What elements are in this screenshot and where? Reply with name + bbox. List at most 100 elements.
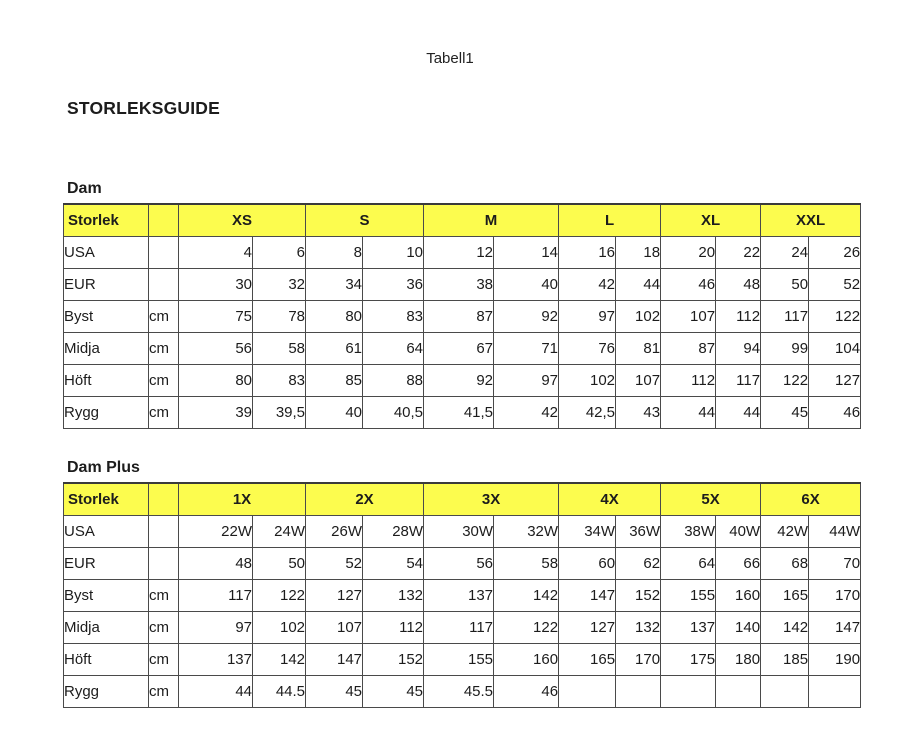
value-cell: 112	[660, 364, 717, 397]
content-area: Dam Storlek XS S M L XL XXL USA 4 6 8 10 12 14 16 18 20…	[63, 180, 862, 708]
value-cell: 52	[808, 268, 862, 301]
value-cell: 142	[760, 611, 810, 644]
value-cell: 170	[808, 579, 862, 612]
value-cell: 38W	[660, 515, 717, 548]
value-cell: 46	[660, 268, 717, 301]
value-cell: 122	[251, 579, 307, 612]
value-cell: 64	[362, 332, 425, 365]
value-cell: 18	[615, 236, 662, 269]
value-cell: 190	[808, 643, 862, 676]
value-cell: 165	[558, 643, 617, 676]
value-cell: 44W	[808, 515, 862, 548]
value-cell: 127	[558, 611, 617, 644]
value-cell	[660, 675, 717, 708]
row-unit-cell	[148, 515, 179, 548]
value-cell: 83	[362, 300, 425, 333]
value-cell: 83	[251, 364, 307, 397]
size-group-header: XXL	[760, 203, 862, 237]
value-cell	[760, 675, 810, 708]
value-cell: 71	[493, 332, 560, 365]
size-header-row: Storlek XS S M L XL XXL	[63, 203, 862, 237]
value-cell: 170	[615, 643, 662, 676]
size-group-header: 3X	[423, 482, 560, 516]
value-cell: 44	[178, 675, 253, 708]
value-cell: 8	[305, 236, 364, 269]
size-group-header: XL	[660, 203, 762, 237]
value-cell: 45	[305, 675, 364, 708]
value-cell: 155	[660, 579, 717, 612]
value-cell: 94	[715, 332, 762, 365]
header-unit-cell	[148, 203, 179, 237]
value-cell: 58	[493, 547, 560, 580]
size-group-header: L	[558, 203, 662, 237]
value-cell: 80	[178, 364, 253, 397]
value-cell: 147	[558, 579, 617, 612]
measure-row: USA 22W 24W 26W 28W 30W 32W 34W 36W 38W 40W 42W 44W	[63, 515, 862, 548]
value-cell: 112	[715, 300, 762, 333]
value-cell: 43	[615, 396, 662, 429]
value-cell: 40,5	[362, 396, 425, 429]
header-label-cell: Storlek	[63, 482, 149, 516]
value-cell: 87	[423, 300, 495, 333]
row-unit-cell	[148, 268, 179, 301]
value-cell: 42	[493, 396, 560, 429]
sheet-tab-title: Tabell1	[426, 50, 474, 67]
value-cell: 42	[558, 268, 617, 301]
page-title: STORLEKSGUIDE	[67, 98, 220, 118]
table-heading-dam: Dam	[67, 180, 102, 197]
value-cell: 26	[808, 236, 862, 269]
value-cell: 142	[493, 579, 560, 612]
row-label-cell: Byst	[63, 579, 149, 612]
value-cell: 117	[715, 364, 762, 397]
row-label-cell: USA	[63, 236, 149, 269]
row-label-cell: Rygg	[63, 675, 149, 708]
value-cell: 38	[423, 268, 495, 301]
value-cell	[615, 675, 662, 708]
value-cell: 30	[178, 268, 253, 301]
value-cell: 32	[251, 268, 307, 301]
value-cell: 36W	[615, 515, 662, 548]
value-cell: 117	[760, 300, 810, 333]
value-cell: 185	[760, 643, 810, 676]
value-cell: 66	[715, 547, 762, 580]
row-unit-cell	[148, 236, 179, 269]
value-cell: 68	[760, 547, 810, 580]
value-cell: 48	[715, 268, 762, 301]
value-cell: 127	[305, 579, 364, 612]
row-label-cell: Höft	[63, 364, 149, 397]
value-cell: 97	[493, 364, 560, 397]
value-cell: 137	[423, 579, 495, 612]
value-cell: 28W	[362, 515, 425, 548]
value-cell: 44	[715, 396, 762, 429]
measure-row: Byst cm 75 78 80 83 87 92 97 102 107 112 117 122	[63, 300, 862, 333]
value-cell: 22W	[178, 515, 253, 548]
value-cell: 58	[251, 332, 307, 365]
value-cell: 4	[178, 236, 253, 269]
row-unit-cell	[148, 547, 179, 580]
value-cell: 88	[362, 364, 425, 397]
value-cell: 39,5	[251, 396, 307, 429]
value-cell: 42,5	[558, 396, 617, 429]
measure-row: EUR 30 32 34 36 38 40 42 44 46 48 50 52	[63, 268, 862, 301]
value-cell: 122	[808, 300, 862, 333]
value-cell: 40	[305, 396, 364, 429]
measure-row: Rygg cm 39 39,5 40 40,5 41,5 42 42,5 43 44 44 45 46	[63, 396, 862, 429]
value-cell: 40W	[715, 515, 762, 548]
value-cell: 107	[615, 364, 662, 397]
size-group-header: S	[305, 203, 425, 237]
size-group-header: 5X	[660, 482, 762, 516]
value-cell: 122	[493, 611, 560, 644]
row-unit-cell: cm	[148, 396, 179, 429]
row-label-cell: EUR	[63, 268, 149, 301]
value-cell: 50	[251, 547, 307, 580]
value-cell: 155	[423, 643, 495, 676]
value-cell: 22	[715, 236, 762, 269]
value-cell: 41,5	[423, 396, 495, 429]
value-cell: 140	[715, 611, 762, 644]
value-cell: 12	[423, 236, 495, 269]
value-cell: 34	[305, 268, 364, 301]
value-cell: 80	[305, 300, 364, 333]
measure-row: Midja cm 56 58 61 64 67 71 76 81 87 94 99 104	[63, 332, 862, 365]
value-cell: 46	[493, 675, 560, 708]
